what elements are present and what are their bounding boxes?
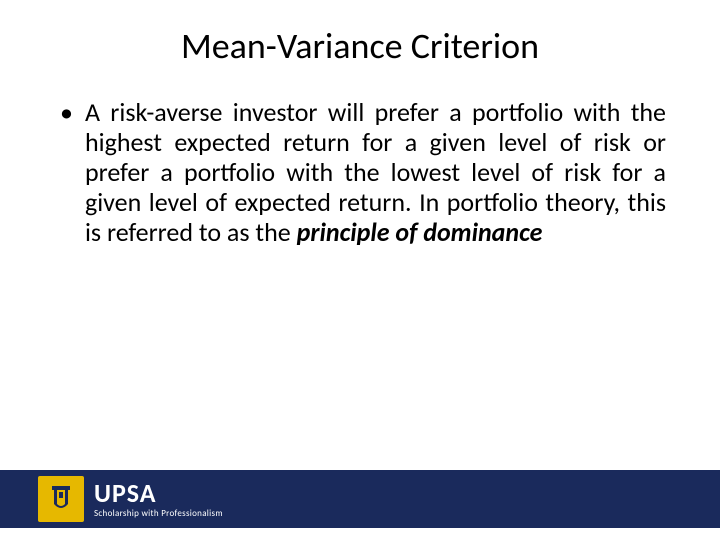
brand-logo [38, 476, 84, 522]
logo-glyph-icon [49, 484, 73, 514]
brand-name: UPSA [94, 480, 223, 506]
bullet-marker: • [60, 98, 73, 128]
bullet-item: • A risk-averse investor will prefer a p… [54, 98, 666, 247]
slide: Mean-Variance Criterion • A risk-averse … [0, 0, 720, 540]
brand-block: UPSA Scholarship with Professionalism [94, 480, 223, 519]
brand-tagline: Scholarship with Professionalism [94, 508, 223, 519]
footer-bar: UPSA Scholarship with Professionalism [0, 470, 720, 528]
bullet-text: A risk-averse investor will prefer a por… [85, 98, 666, 247]
bullet-text-emphasis: principle of dominance [297, 216, 543, 248]
slide-title: Mean-Variance Criterion [0, 24, 720, 68]
slide-body: • A risk-averse investor will prefer a p… [54, 98, 666, 247]
